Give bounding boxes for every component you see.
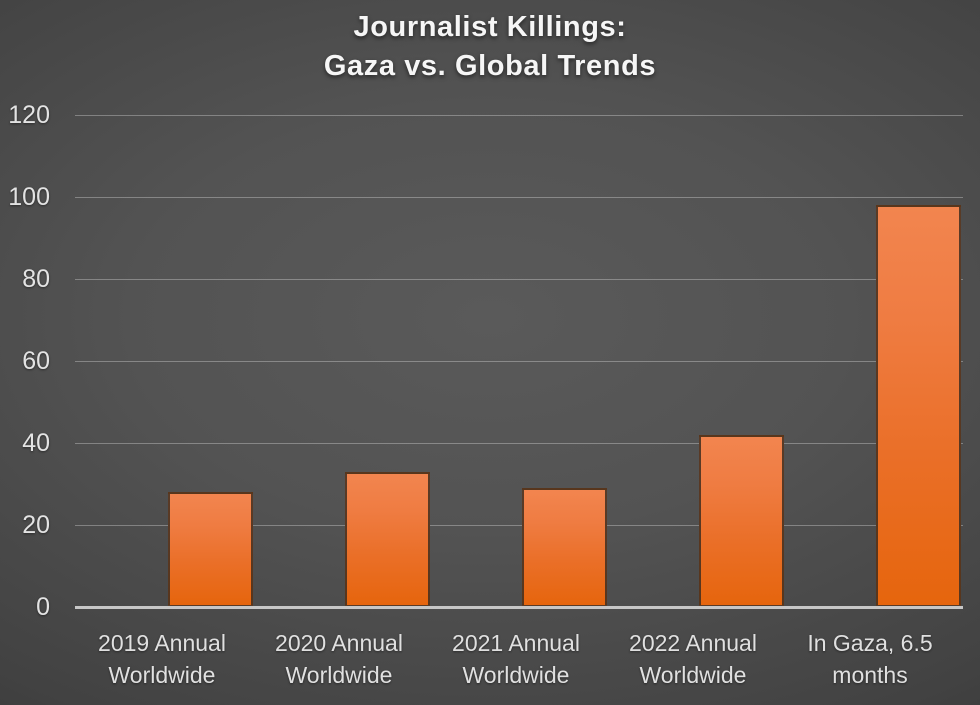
y-tick-label-80: 80 [22, 265, 50, 293]
bar-2021-annual-worldwide [522, 488, 607, 607]
y-tick-label-120: 120 [8, 101, 50, 129]
gridline-20 [75, 524, 963, 526]
bar-2022-annual-worldwide [699, 434, 784, 607]
x-category-label-2-line-2: Worldwide [285, 662, 393, 688]
x-category-label-5-line-1: In Gaza, 6.5 [807, 630, 933, 656]
x-category-label-1-line-1: 2019 Annual [98, 630, 226, 656]
x-category-label-2-line-1: 2020 Annual [275, 630, 403, 656]
x-category-label-3-line-1: 2021 Annual [452, 630, 580, 656]
gridline-120 [75, 114, 963, 116]
x-category-label-4-line-1: 2022 Annual [629, 630, 757, 656]
x-category-label-4: 2022 Annual Worldwide [598, 627, 788, 691]
x-category-label-2: 2020 Annual Worldwide [244, 627, 434, 691]
x-category-label-4-line-2: Worldwide [639, 662, 747, 688]
x-category-label-5: In Gaza, 6.5 months [775, 627, 965, 691]
chart-title-line2: Gaza vs. Global Trends [323, 50, 657, 82]
y-tick-label-40: 40 [22, 429, 50, 457]
x-category-label-1-line-2: Worldwide [108, 662, 216, 688]
bar-in-gaza-6-5-months [876, 205, 961, 607]
gridline-100 [75, 196, 963, 198]
gridline-40 [75, 442, 963, 444]
y-tick-label-60: 60 [22, 347, 50, 375]
x-category-label-1: 2019 Annual Worldwide [67, 627, 257, 691]
chart-title: Journalist Killings: Gaza vs. Global Tre… [0, 8, 980, 86]
gridline-60 [75, 360, 963, 362]
y-tick-label-0: 0 [36, 593, 50, 621]
x-category-label-3-line-2: Worldwide [462, 662, 570, 688]
x-category-label-5-line-2: months [832, 662, 908, 688]
bar-2019-annual-worldwide [168, 492, 253, 607]
chart-title-line1: Journalist Killings: [353, 11, 627, 43]
bar-2020-annual-worldwide [345, 471, 430, 607]
x-category-label-3: 2021 Annual Worldwide [421, 627, 611, 691]
x-axis-baseline [75, 605, 963, 609]
y-tick-label-100: 100 [8, 183, 50, 211]
gridline-80 [75, 278, 963, 280]
y-tick-label-20: 20 [22, 511, 50, 539]
